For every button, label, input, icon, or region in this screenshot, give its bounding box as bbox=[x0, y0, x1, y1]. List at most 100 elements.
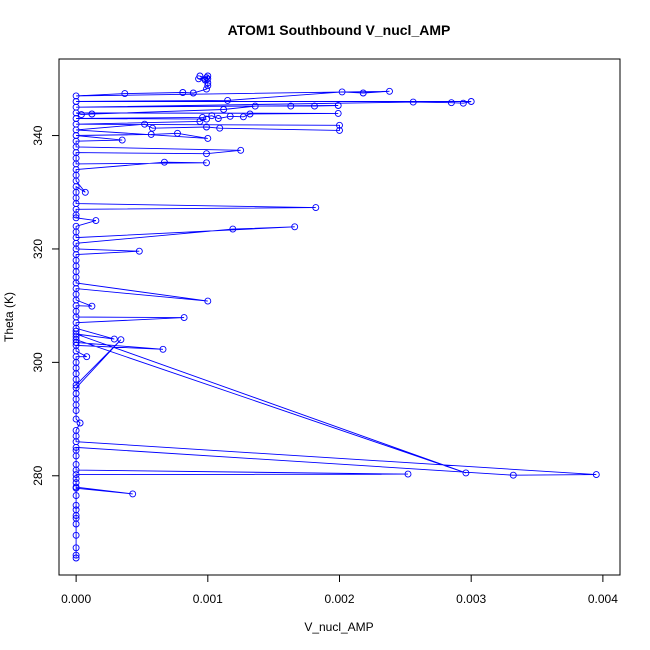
data-point bbox=[251, 102, 259, 110]
data-point bbox=[334, 109, 342, 117]
data-point bbox=[110, 335, 118, 343]
data-point bbox=[72, 501, 80, 509]
data-point bbox=[174, 129, 181, 137]
data-point bbox=[311, 102, 318, 110]
data-point bbox=[129, 490, 137, 498]
x-axis-label: V_nucl_AMP bbox=[304, 620, 373, 634]
data-point bbox=[72, 479, 80, 487]
data-point bbox=[447, 99, 455, 107]
data-point bbox=[459, 99, 467, 107]
data-point bbox=[81, 188, 89, 196]
y-tick-label: 280 bbox=[31, 465, 45, 485]
data-point bbox=[121, 90, 129, 98]
x-tick-label: 0.004 bbox=[588, 592, 618, 606]
data-point bbox=[72, 384, 80, 392]
data-point bbox=[77, 111, 85, 119]
data-point bbox=[72, 460, 80, 468]
data-point bbox=[204, 72, 212, 80]
data-point bbox=[291, 223, 299, 231]
data-point bbox=[72, 222, 80, 230]
data-point bbox=[224, 96, 232, 104]
data-point bbox=[72, 531, 80, 539]
data-point bbox=[229, 225, 237, 233]
data-point bbox=[72, 327, 80, 335]
data-point bbox=[509, 471, 517, 479]
data-point bbox=[462, 469, 470, 477]
x-tick-label: 0.000 bbox=[61, 592, 91, 606]
data-point bbox=[287, 102, 295, 110]
data-point bbox=[159, 345, 167, 353]
chart-title: ATOM1 Southbound V_nucl_AMP bbox=[228, 22, 451, 38]
data-point bbox=[135, 247, 143, 255]
x-tick-label: 0.002 bbox=[324, 592, 354, 606]
data-point bbox=[214, 115, 222, 122]
data-point bbox=[203, 115, 210, 123]
data-point bbox=[72, 492, 80, 500]
data-point bbox=[404, 470, 412, 478]
data-point bbox=[88, 110, 96, 118]
data-point bbox=[72, 446, 80, 454]
data-point bbox=[204, 82, 212, 90]
y-tick-label: 340 bbox=[31, 125, 45, 145]
data-point bbox=[203, 123, 210, 131]
data-point bbox=[72, 415, 80, 423]
y-tick-label: 320 bbox=[31, 239, 45, 259]
data-point bbox=[204, 134, 212, 142]
x-tick-label: 0.001 bbox=[193, 592, 223, 606]
x-axis: 0.000 0.001 0.002 0.003 0.004 bbox=[61, 574, 618, 606]
data-point bbox=[72, 214, 80, 222]
data-point bbox=[203, 150, 210, 158]
data-point bbox=[237, 146, 245, 154]
data-point bbox=[312, 204, 320, 212]
data-point bbox=[226, 112, 234, 120]
data-point bbox=[220, 106, 228, 113]
data-point bbox=[118, 136, 126, 144]
data-point bbox=[336, 126, 343, 134]
data-point bbox=[88, 302, 96, 310]
data-point bbox=[592, 471, 600, 479]
data-point bbox=[117, 336, 125, 344]
data-point bbox=[216, 124, 224, 132]
data-point bbox=[246, 110, 254, 118]
data-point bbox=[467, 98, 475, 105]
data-point bbox=[208, 112, 216, 120]
data-point bbox=[179, 89, 187, 96]
data-point bbox=[386, 87, 393, 95]
data-point bbox=[72, 426, 80, 434]
data-point bbox=[160, 158, 168, 166]
data-point bbox=[72, 514, 80, 522]
y-axis-label: Theta (K) bbox=[2, 292, 16, 342]
data-series bbox=[72, 72, 600, 562]
data-point bbox=[338, 88, 346, 96]
data-point bbox=[409, 98, 417, 106]
data-point bbox=[203, 159, 210, 167]
data-point bbox=[199, 113, 206, 121]
series-line bbox=[75, 74, 597, 558]
data-point bbox=[149, 124, 156, 132]
data-point bbox=[359, 89, 367, 97]
data-point bbox=[76, 419, 84, 427]
data-point bbox=[334, 102, 342, 109]
data-point bbox=[239, 113, 247, 121]
data-point bbox=[189, 89, 197, 97]
data-point bbox=[204, 297, 212, 305]
data-point bbox=[72, 92, 80, 100]
data-point bbox=[83, 353, 91, 361]
data-point bbox=[147, 130, 155, 138]
data-point bbox=[180, 314, 188, 322]
data-point bbox=[203, 85, 210, 93]
data-point bbox=[92, 217, 100, 225]
data-point bbox=[336, 121, 343, 129]
data-point bbox=[72, 544, 80, 552]
data-point bbox=[141, 120, 149, 128]
data-point bbox=[72, 506, 80, 514]
data-point bbox=[72, 551, 80, 559]
data-point bbox=[196, 72, 204, 80]
y-axis: 280 300 320 340 bbox=[31, 125, 60, 486]
data-point bbox=[72, 471, 80, 479]
data-point bbox=[204, 75, 212, 83]
data-point bbox=[72, 475, 80, 483]
y-tick-label: 300 bbox=[31, 352, 45, 372]
x-tick-label: 0.003 bbox=[456, 592, 486, 606]
